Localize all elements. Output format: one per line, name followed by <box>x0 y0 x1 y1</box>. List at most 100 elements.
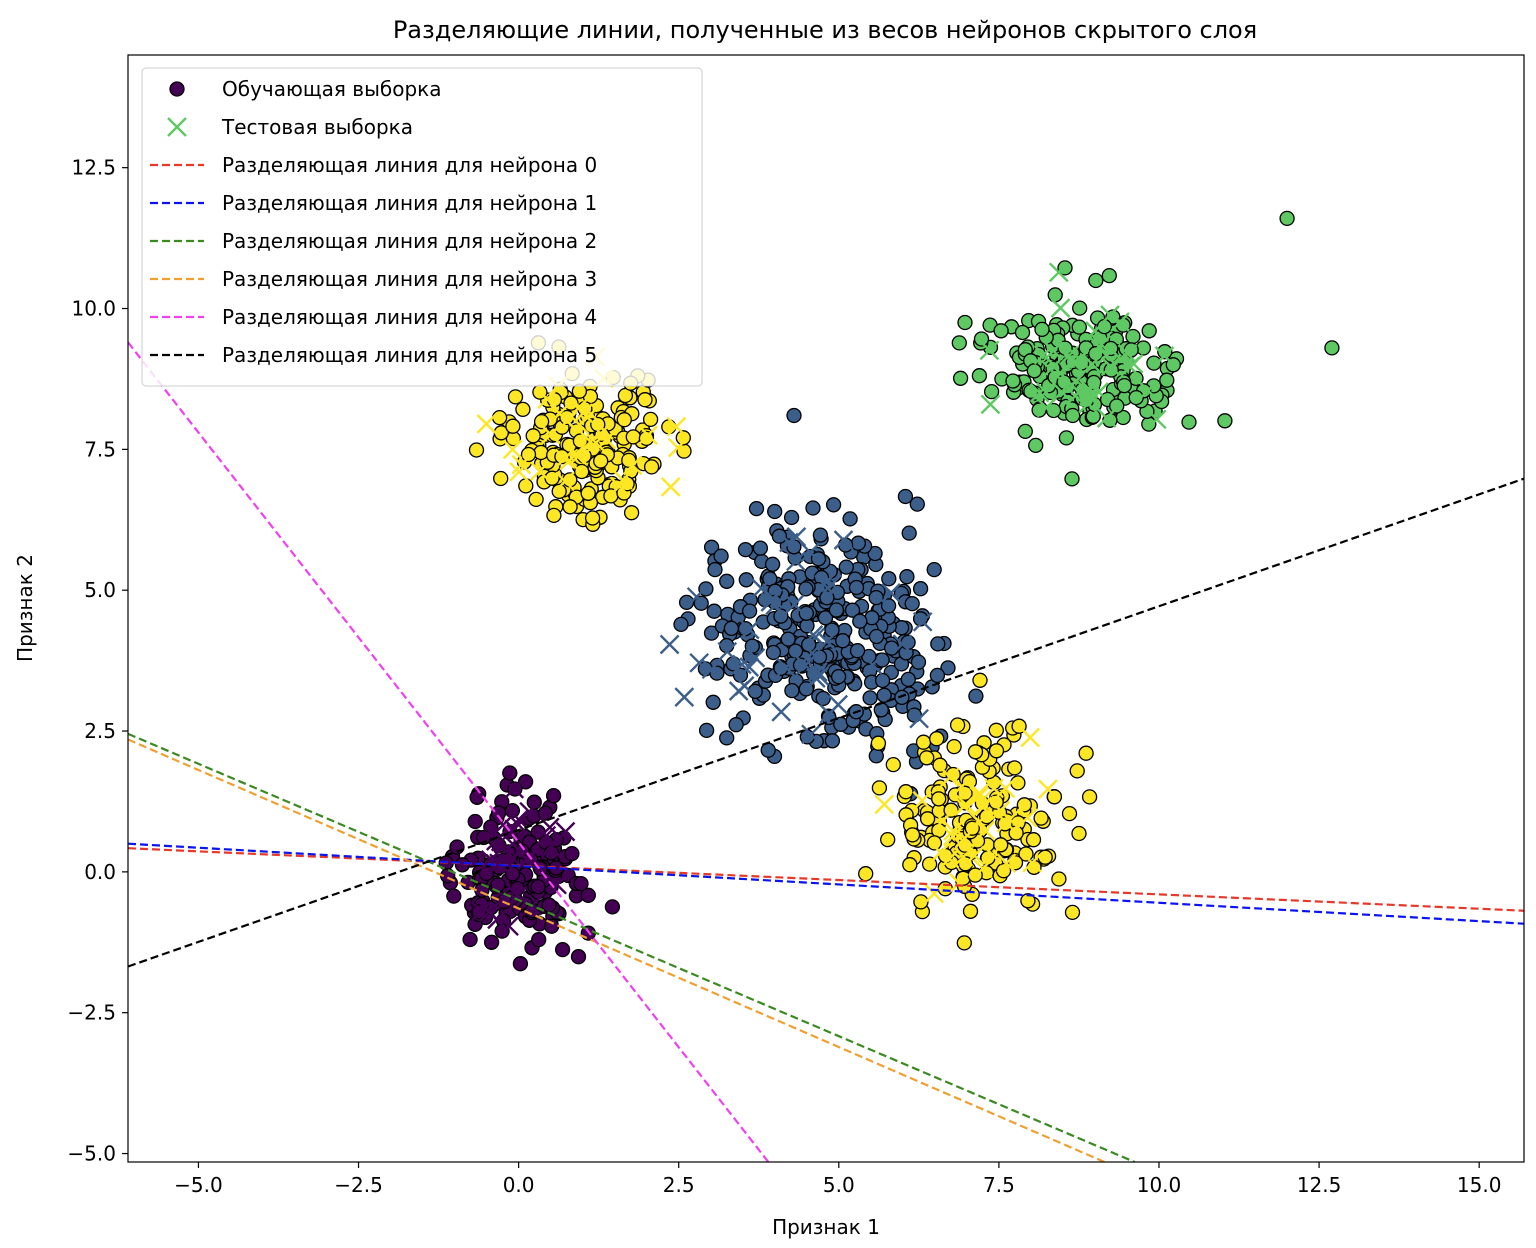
train-point <box>956 935 972 951</box>
train-point <box>1058 430 1075 446</box>
train-point <box>904 827 921 843</box>
train-point <box>528 491 544 508</box>
x-tick-label: 7.5 <box>983 1173 1015 1197</box>
x-axis-label: Признак 1 <box>772 1215 880 1239</box>
y-axis: −5.0 −2.5 0.0 2.5 5.0 7.5 10.0 12.5 <box>67 156 128 1166</box>
test-point <box>786 551 806 572</box>
test-point <box>999 809 1020 830</box>
test-point <box>507 813 528 834</box>
x-axis: −5.0 −2.5 0.0 2.5 5.0 7.5 10.0 12.5 15.0 <box>174 1162 1501 1197</box>
x-tick-label: 12.5 <box>1297 1173 1342 1197</box>
test-point <box>686 586 707 607</box>
train-point <box>643 459 660 475</box>
test-point <box>667 437 688 458</box>
train-point <box>728 717 744 733</box>
train-point <box>512 956 529 972</box>
legend-train-marker <box>169 81 185 97</box>
train-point <box>570 949 587 965</box>
train-point <box>1051 871 1067 887</box>
test-point <box>862 654 883 675</box>
train-point <box>593 453 609 469</box>
train-point <box>531 931 547 948</box>
train-point <box>573 875 589 892</box>
train-point <box>929 667 946 684</box>
test-point <box>933 810 953 831</box>
train-point <box>494 923 510 939</box>
train-point <box>862 690 878 706</box>
scatter-points <box>438 210 1340 972</box>
test-point <box>555 821 576 842</box>
train-point <box>902 857 918 873</box>
test-point <box>555 471 575 492</box>
train-point <box>971 368 988 384</box>
train-point <box>748 500 765 517</box>
train-point <box>995 863 1012 879</box>
train-point <box>616 412 632 428</box>
train-point <box>483 934 500 950</box>
y-tick-label: 10.0 <box>71 297 116 321</box>
test-point <box>912 790 933 811</box>
train-point <box>737 541 754 558</box>
y-tick-label: 2.5 <box>84 719 116 743</box>
train-point <box>932 757 948 773</box>
train-point <box>1071 319 1087 335</box>
separating-line-2 <box>128 732 1136 1162</box>
train-point <box>858 866 874 882</box>
train-point <box>773 608 789 624</box>
test-point <box>517 850 537 870</box>
y-tick-label: 0.0 <box>84 860 116 884</box>
test-point <box>569 414 590 435</box>
test-point <box>594 420 614 441</box>
test-point <box>496 889 517 910</box>
separating-line-3 <box>128 738 1105 1162</box>
test-point <box>1123 353 1144 374</box>
legend-box <box>141 67 703 387</box>
y-tick-label: −5.0 <box>67 1142 116 1166</box>
test-point <box>1110 312 1130 332</box>
test-point <box>701 659 722 680</box>
test-point <box>1036 382 1056 403</box>
train-point <box>705 694 721 710</box>
legend-line-label-0: Разделяющая линия для нейрона 0 <box>222 153 597 177</box>
train-point <box>1078 745 1094 761</box>
train-point <box>1324 340 1340 356</box>
test-point <box>1146 409 1167 430</box>
train-point <box>1141 416 1157 432</box>
test-point <box>541 837 561 858</box>
legend-line-label-4: Разделяющая линия для нейрона 4 <box>222 305 597 329</box>
train-point <box>1034 321 1050 338</box>
train-point <box>505 418 521 434</box>
train-point <box>765 644 782 661</box>
train-point <box>962 903 979 919</box>
test-point <box>476 414 497 434</box>
test-point <box>809 666 830 686</box>
test-point <box>689 652 710 673</box>
test-point <box>1020 727 1041 748</box>
test-point <box>557 411 577 431</box>
chart-title: Разделяющие линии, полученные из весов н… <box>393 16 1257 44</box>
x-tick-label: 15.0 <box>1457 1173 1502 1197</box>
train-point <box>824 733 841 749</box>
test-point <box>609 476 630 497</box>
train-point <box>949 717 966 733</box>
train-point <box>661 419 677 435</box>
train-point <box>467 813 483 830</box>
test-point <box>801 724 821 745</box>
train-point <box>446 888 462 904</box>
test-point <box>805 627 826 648</box>
train-point <box>562 499 578 515</box>
test-point <box>536 825 557 846</box>
train-point <box>1031 402 1047 418</box>
test-point <box>1033 345 1054 365</box>
test-point <box>1089 336 1110 357</box>
train-point <box>871 780 888 796</box>
train-point <box>909 496 925 512</box>
train-point <box>783 509 800 526</box>
train-point <box>707 561 723 578</box>
test-point <box>1050 363 1071 383</box>
train-point <box>642 411 659 428</box>
train-point <box>852 613 868 629</box>
test-point <box>969 812 990 832</box>
plot-frame <box>127 54 1525 1163</box>
train-point <box>1088 272 1104 289</box>
